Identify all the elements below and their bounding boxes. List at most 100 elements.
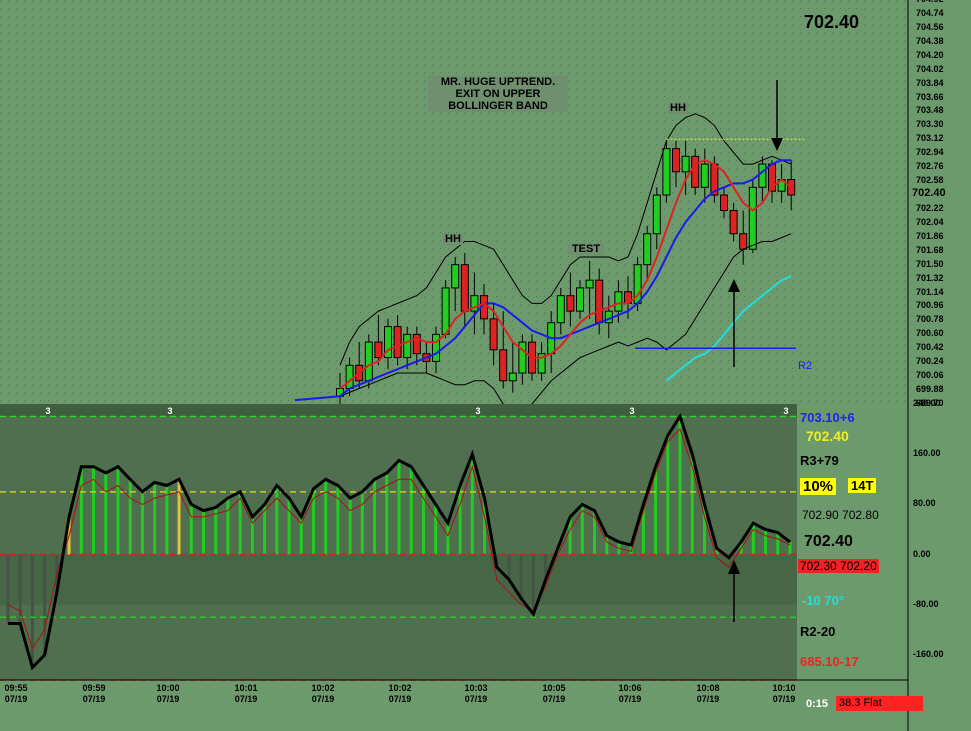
price-tick-label: 702.22 xyxy=(916,202,944,213)
oscillator-bar xyxy=(214,507,218,555)
uptrend-note-line2: EXIT ON UPPER xyxy=(455,88,541,100)
candle-body xyxy=(758,163,767,188)
candle-body xyxy=(566,295,575,312)
oscillator-bar xyxy=(421,485,425,555)
price-tick-label: 704.20 xyxy=(916,49,944,60)
candle-body xyxy=(691,155,700,188)
time-tick-time: 09:55 xyxy=(4,683,28,693)
uptrend-note-line3: BOLLINGER BAND xyxy=(448,100,548,112)
oscillator-bar xyxy=(580,504,584,555)
candle-body xyxy=(499,349,508,382)
uptrend-note-line1: MR. HUGE UPTREND. xyxy=(440,76,556,88)
time-tick-label: 10:02 07/19 xyxy=(380,683,420,705)
oscillator-bar xyxy=(605,535,609,555)
oscillator-main-line xyxy=(8,413,791,671)
oscillator-bar xyxy=(397,460,401,555)
candle-body xyxy=(384,326,392,359)
price-tick-label: 704.56 xyxy=(916,21,944,32)
oscillator-bar xyxy=(6,554,10,624)
oscillator-bar xyxy=(776,532,780,555)
oscillator-bar xyxy=(434,504,438,555)
oscillator-bar xyxy=(360,491,364,555)
candle-body xyxy=(374,341,383,359)
oscillator-marker: 3 xyxy=(167,406,172,416)
candle-body xyxy=(681,155,690,173)
angle-label: -10 70° xyxy=(802,593,845,608)
oscillator-bar xyxy=(507,554,511,580)
oscillator-bar xyxy=(128,479,132,555)
candle-body xyxy=(412,333,421,355)
time-tick-label: 10:08 07/19 xyxy=(688,683,728,705)
pct-badge: 10% xyxy=(800,478,837,495)
candle-body xyxy=(345,364,354,390)
bottom-level-label: 685.10-17 xyxy=(800,654,859,669)
time-tick-date: 07/19 xyxy=(311,694,335,704)
timer-label: 0:15 xyxy=(806,698,829,710)
oscillator-bar xyxy=(287,498,291,555)
up-arrow-head xyxy=(728,279,740,292)
time-tick-time: 10:05 xyxy=(542,683,566,693)
bollinger-upper xyxy=(339,113,792,366)
oscillator-bar xyxy=(373,479,377,555)
time-tick-date: 07/19 xyxy=(696,694,720,704)
oscillator-bar xyxy=(666,435,670,555)
oscillator-header-strip xyxy=(0,404,797,416)
candle-body xyxy=(729,210,738,235)
oscillator-bar xyxy=(593,510,596,555)
oscillator-bar xyxy=(104,473,108,555)
price-tick-label: 702.04 xyxy=(916,216,944,227)
time-tick-label: 10:03 07/19 xyxy=(456,683,496,705)
price-tick-label: 700.24 xyxy=(916,356,944,367)
candle-body xyxy=(652,194,661,235)
candle-body xyxy=(470,295,479,312)
time-tick-time: 09:59 xyxy=(82,683,106,693)
mid-price-label: 702.40 xyxy=(804,533,853,550)
oscillator-bar xyxy=(788,542,792,555)
time-tick-label: 09:55 07/19 xyxy=(0,683,36,705)
candle-body xyxy=(537,353,546,374)
oscillator-bar xyxy=(177,479,181,555)
oscillator-bar xyxy=(336,485,340,555)
candle-body xyxy=(643,233,652,266)
oscillator-marker: 3 xyxy=(783,406,788,416)
oscillator-bar xyxy=(409,466,413,555)
oscillator-bar xyxy=(202,510,205,555)
oscillator-bar xyxy=(116,466,120,555)
time-tick-label: 10:02 07/19 xyxy=(303,683,343,705)
price-tick-label: 701.32 xyxy=(916,272,944,283)
time-tick-label: 10:10 07/19 xyxy=(764,683,804,705)
oscillator-bar xyxy=(690,454,694,555)
time-tick-time: 10:03 xyxy=(464,683,488,693)
ma-fast-line xyxy=(339,159,792,390)
oscillator-marker: 3 xyxy=(629,406,634,416)
oscillator-bar xyxy=(250,516,254,555)
time-tick-date: 07/19 xyxy=(4,694,28,704)
time-tick-label: 10:00 07/19 xyxy=(148,683,188,705)
price-axis-current: 702.40 xyxy=(912,187,946,199)
candle-body xyxy=(614,291,623,312)
oscillator-tick-label: 160.00 xyxy=(913,448,941,459)
time-tick-time: 10:02 xyxy=(388,683,412,693)
oscillator-bar xyxy=(189,504,193,555)
oscillator-bar xyxy=(79,466,83,555)
price-tick-label: 703.12 xyxy=(916,133,944,144)
time-tick-date: 07/19 xyxy=(156,694,180,704)
price-tick-label: 700.78 xyxy=(916,314,944,325)
price-tick-label: 699.88 xyxy=(916,384,944,395)
volume-status-badge: 38.3 Flat xyxy=(836,696,923,711)
price-tick-label: 703.30 xyxy=(916,119,944,130)
time-tick-time: 10:06 xyxy=(618,683,642,693)
candle-body xyxy=(489,318,498,351)
ma-slow-line xyxy=(294,159,792,402)
oscillator-signal-line xyxy=(7,428,791,650)
oscillator-tick-label: -80.00 xyxy=(913,598,939,609)
hh-right-label: HH xyxy=(668,102,688,114)
time-tick-date: 07/19 xyxy=(388,694,412,704)
price-tick-label: 704.02 xyxy=(916,63,944,74)
test-label: TEST xyxy=(568,243,604,255)
bid-ask2-label: 702.30 702.20 xyxy=(798,559,879,573)
price-tick-label: 701.86 xyxy=(916,230,944,241)
osc-up-arrow-head xyxy=(728,560,740,574)
oscillator-bar xyxy=(544,554,548,580)
